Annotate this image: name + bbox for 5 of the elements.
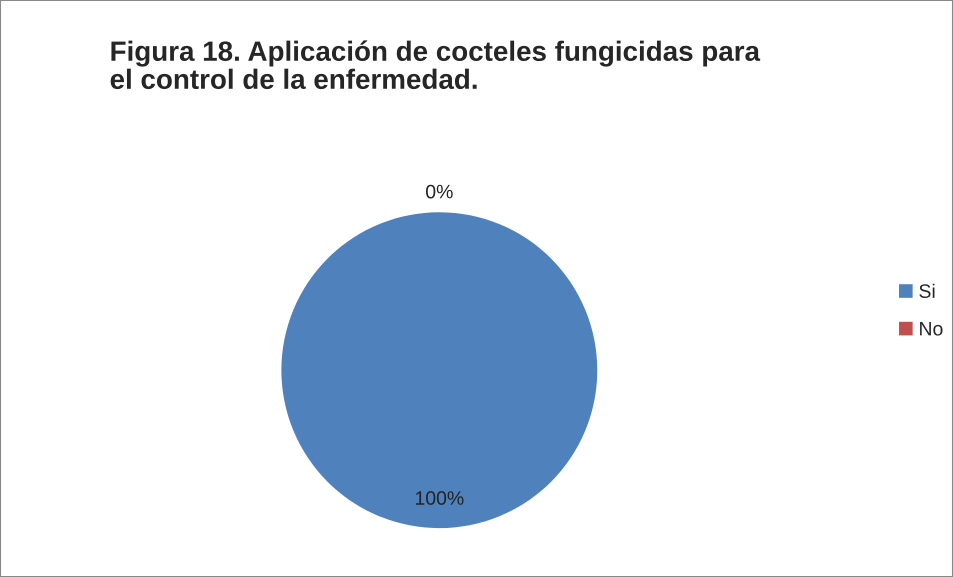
- data-label: 100%: [416, 491, 464, 505]
- legend-label: No: [920, 322, 943, 336]
- legend-label: Si: [919, 284, 934, 298]
- text: 0%: [426, 184, 453, 198]
- chart-title: Figura 18. Aplicación de cocteles fungicidas para el control de la enfermedad.: [110, 40, 760, 90]
